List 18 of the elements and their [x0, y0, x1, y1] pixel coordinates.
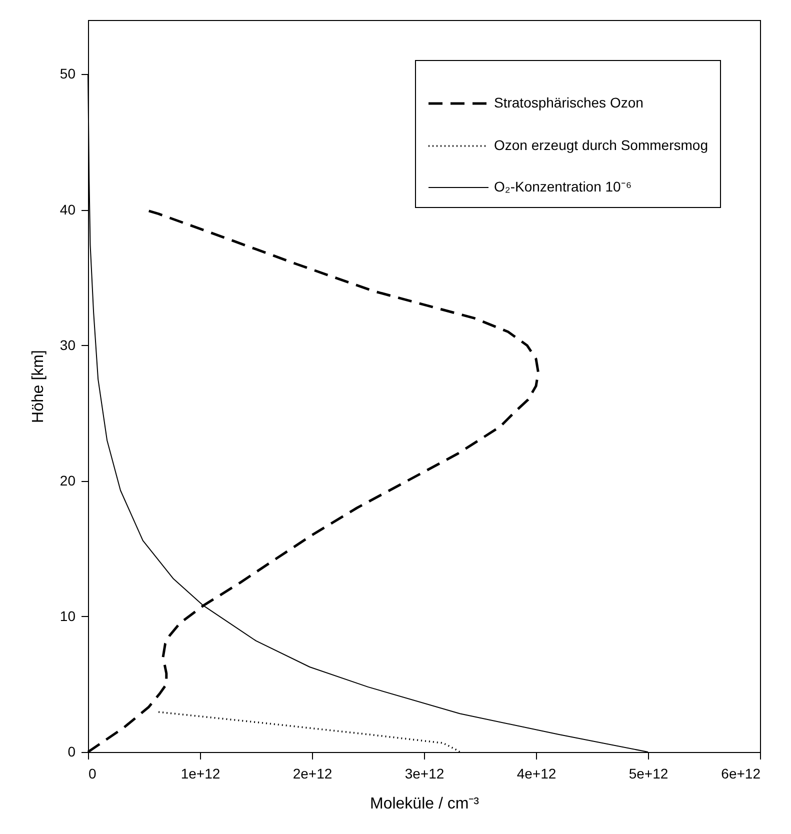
legend-label: O₂-Konzentration 10⁻⁶	[494, 178, 632, 194]
legend-label: Stratosphärisches Ozon	[494, 94, 644, 110]
x-tick-label: 1e+12	[180, 766, 220, 782]
x-tick-label: 2e+12	[292, 766, 332, 782]
y-tick-label: 40	[60, 201, 76, 218]
y-axis-title: Höhe [km]	[30, 350, 47, 423]
legend-label: Ozon erzeugt durch Sommersmog	[494, 137, 708, 153]
x-axis-title: Moleküle / cm⁻³	[370, 796, 480, 812]
x-tick-label: 4e+12	[516, 766, 556, 782]
y-tick-label: 0	[68, 744, 76, 760]
y-tick-label: 30	[60, 336, 76, 353]
x-tick-label: 0	[88, 766, 96, 782]
x-tick-label: 3e+12	[404, 766, 444, 782]
x-tick-label: 5e+12	[628, 766, 668, 782]
x-tick-label: 6e+12	[721, 766, 761, 782]
y-tick-label: 20	[60, 472, 76, 488]
y-tick-label: 10	[60, 608, 76, 624]
y-tick-label: 50	[60, 66, 76, 82]
